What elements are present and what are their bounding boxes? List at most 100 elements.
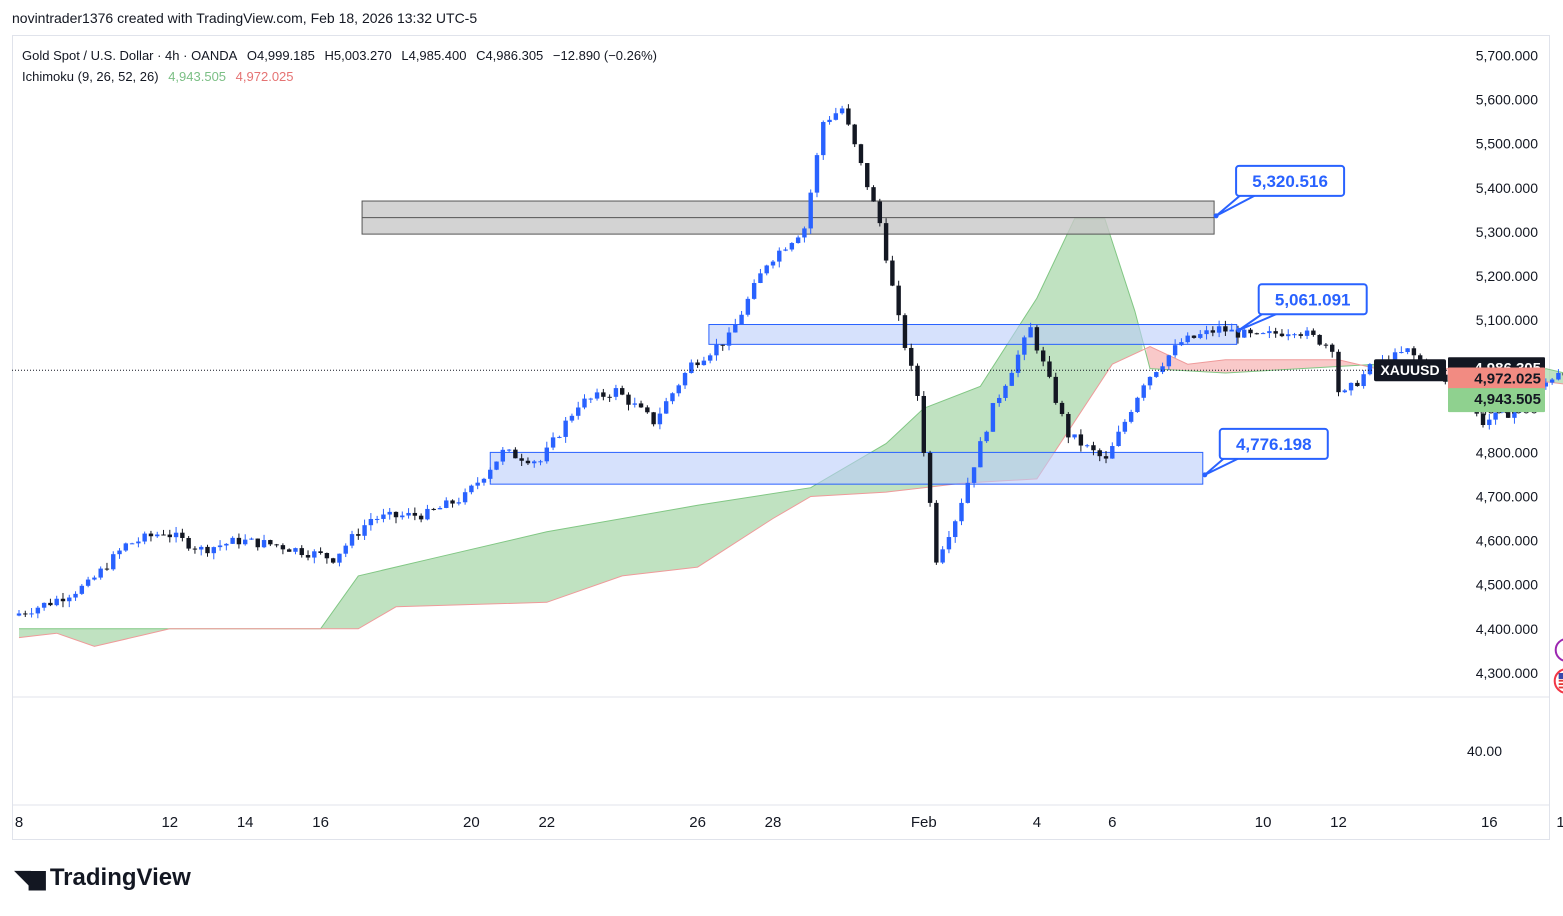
- candle-body: [1003, 385, 1008, 398]
- candle-213: [1355, 380, 1360, 387]
- candle-body: [1009, 372, 1014, 386]
- candle-144: [921, 391, 926, 457]
- candle-14: [104, 562, 110, 571]
- candle-body: [1355, 382, 1360, 387]
- candle-body: [726, 332, 732, 346]
- candle-body: [940, 549, 945, 563]
- candle-66: [431, 507, 436, 511]
- candle-body: [519, 458, 524, 461]
- candle-42: [280, 543, 286, 555]
- price-callout-anchor-dot: [1202, 472, 1208, 478]
- candle-body: [1330, 344, 1335, 352]
- y-tick-label: 4,300.000: [1476, 665, 1538, 681]
- candle-195: [1242, 328, 1247, 338]
- candle-body: [400, 515, 405, 518]
- candle-body: [299, 548, 304, 556]
- chart-credit: novintrader1376 created with TradingView…: [12, 10, 478, 26]
- candle-body: [35, 607, 41, 614]
- candle-body: [494, 461, 499, 470]
- y-tick-label: 5,200.000: [1476, 268, 1538, 284]
- candle-88: [569, 413, 575, 423]
- candle-123: [789, 242, 795, 252]
- tradingview-logo-text: TradingView: [49, 864, 191, 891]
- candle-body: [927, 452, 933, 503]
- candle-140: [896, 280, 901, 321]
- candle-193: [1229, 323, 1234, 332]
- candle-175: [1116, 425, 1121, 447]
- candle-137: [877, 198, 883, 227]
- candle-121: [777, 247, 782, 268]
- flag-stripe: [1558, 686, 1563, 689]
- candle-body: [1411, 348, 1417, 356]
- y-tick-label: 5,700.000: [1476, 48, 1538, 64]
- candle-57: [374, 515, 380, 524]
- candle-body: [500, 449, 506, 462]
- candle-39: [261, 534, 267, 549]
- candle-body: [243, 539, 248, 545]
- candle-body: [1097, 450, 1102, 457]
- x-tick-label: 12: [1330, 814, 1347, 831]
- candle-191: [1216, 320, 1222, 338]
- candle-97: [626, 392, 631, 411]
- candle-49: [324, 552, 330, 564]
- candle-body: [73, 593, 78, 598]
- candle-body: [155, 534, 160, 537]
- x-tick-label: 4: [1033, 814, 1041, 831]
- candle-body: [98, 568, 103, 578]
- candle-63: [412, 507, 418, 521]
- candle-130: [833, 107, 839, 121]
- candle-91: [588, 397, 593, 403]
- candle-82: [532, 459, 537, 468]
- candle-body: [946, 537, 952, 550]
- candle-173: [1103, 451, 1109, 464]
- candle-body: [475, 482, 480, 486]
- candle-153: [978, 437, 983, 468]
- candle-23: [161, 529, 166, 536]
- earnings-lightning-icon: [1554, 638, 1563, 662]
- candle-48: [318, 547, 323, 555]
- candle-body: [795, 237, 801, 244]
- legend-open: O4,999.185: [246, 48, 315, 63]
- candle-body: [224, 543, 229, 546]
- candle-17: [123, 542, 129, 552]
- candle-body: [1191, 335, 1197, 338]
- candle-117: [751, 279, 757, 300]
- candle-body: [1204, 330, 1209, 335]
- tradingview-logo[interactable]: ◥▆ TradingView: [14, 864, 191, 892]
- candle-body: [330, 558, 336, 563]
- legend-indicator-row: Ichimoku (9, 26, 52, 26) 4,943.505 4,972…: [22, 66, 663, 87]
- candle-body: [255, 538, 260, 548]
- candle-body: [230, 537, 235, 544]
- candle-body: [111, 554, 116, 570]
- candle-body: [852, 124, 857, 145]
- candle-body: [1078, 434, 1084, 446]
- candle-body: [1361, 374, 1366, 387]
- candle-86: [557, 435, 562, 439]
- candle-64: [418, 513, 424, 523]
- candle-body: [205, 546, 210, 554]
- candle-206: [1311, 328, 1316, 337]
- candle-183: [1166, 354, 1172, 371]
- candle-body: [865, 163, 870, 188]
- legend-symbol[interactable]: Gold Spot / U.S. Dollar · 4h · OANDA: [22, 48, 238, 63]
- candle-163: [1040, 346, 1046, 367]
- candle-148: [946, 530, 952, 554]
- candle-body: [1512, 410, 1517, 418]
- candle-body: [79, 585, 85, 594]
- price-callout-2: 4,776.198: [1202, 427, 1329, 478]
- chart-frame: [12, 35, 1550, 840]
- candle-112: [720, 344, 725, 351]
- legend-indicator-name[interactable]: Ichimoku (9, 26, 52, 26): [22, 69, 159, 84]
- candle-8: [67, 594, 72, 608]
- candle-body: [1417, 355, 1423, 361]
- candle-body: [758, 273, 763, 284]
- candle-body: [720, 344, 725, 346]
- y-tick-label: 4,500.000: [1476, 577, 1538, 593]
- y-tick-label: 5,600.000: [1476, 92, 1538, 108]
- candle-body: [978, 441, 983, 468]
- candle-128: [821, 120, 826, 160]
- candle-184: [1172, 339, 1178, 358]
- candle-body: [324, 553, 330, 559]
- candle-body: [1047, 361, 1052, 377]
